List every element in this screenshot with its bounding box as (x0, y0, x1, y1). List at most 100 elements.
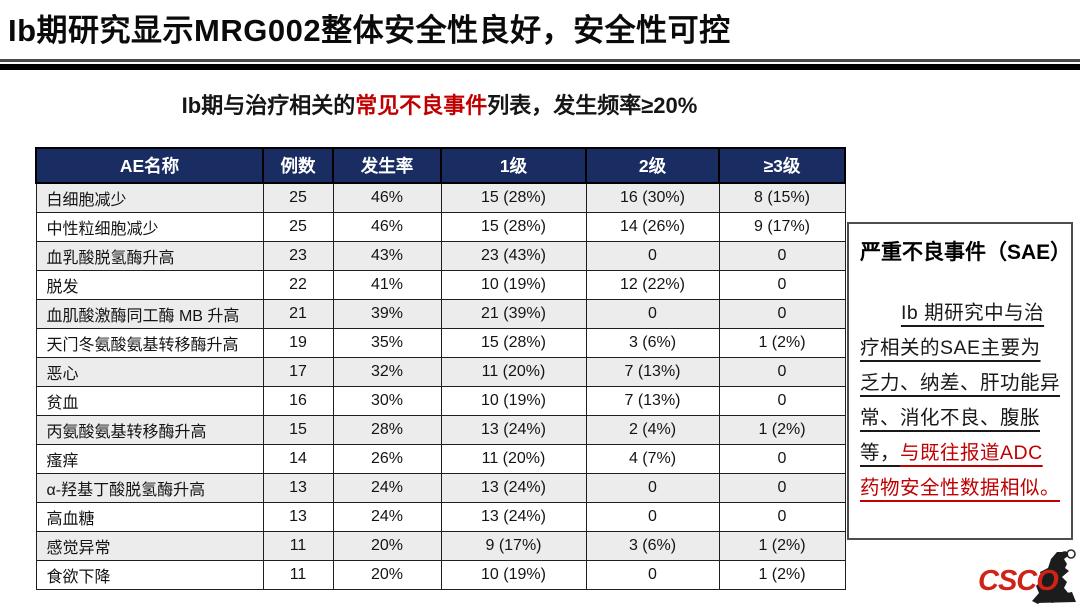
table-cell: 11 (262, 531, 334, 561)
table-cell: 11 (262, 560, 334, 590)
table-cell: 41% (332, 270, 442, 300)
table-cell: 13 (24%) (440, 415, 587, 445)
table-cell: 11 (20%) (440, 444, 587, 474)
table-cell: 3 (6%) (585, 328, 720, 358)
table-cell: 0 (718, 299, 846, 329)
subtitle-suffix: 列表，发生频率≥20% (487, 93, 698, 118)
slide-subtitle: Ib期与治疗相关的常见不良事件列表，发生频率≥20% (35, 88, 844, 120)
sae-box-text: Ib 期研究中与治疗相关的SAE主要为乏力、纳差、肝功能异常、消化不良、腹胀等，… (860, 296, 1060, 506)
column-header: AE名称 (35, 147, 264, 184)
table-row: 高血糖 13 24% 13 (24%) 0 0 (35, 502, 846, 532)
table-cell: 恶心 (35, 357, 264, 387)
table-cell: 17 (262, 357, 334, 387)
table-cell: 0 (718, 444, 846, 474)
table-cell: 血乳酸脱氢酶升高 (35, 241, 264, 271)
table-row: 瘙痒 14 26% 11 (20%) 4 (7%) 0 (35, 444, 846, 474)
table-cell: 食欲下降 (35, 560, 264, 590)
table-cell: 中性粒细胞减少 (35, 212, 264, 242)
table-cell: 1 (2%) (718, 531, 846, 561)
table-row: 恶心 17 32% 11 (20%) 7 (13%) 0 (35, 357, 846, 387)
table-cell: 15 (262, 415, 334, 445)
table-cell: 7 (13%) (585, 357, 720, 387)
table-cell: 14 (26%) (585, 212, 720, 242)
table-cell: 4 (7%) (585, 444, 720, 474)
title-divider (0, 59, 1080, 70)
table-row: 感觉异常 11 20% 9 (17%) 3 (6%) 1 (2%) (35, 531, 846, 561)
table-cell: 3 (6%) (585, 531, 720, 561)
table-cell: 1 (2%) (718, 560, 846, 590)
table-cell: 9 (17%) (440, 531, 587, 561)
sae-box: 严重不良事件（SAE） Ib 期研究中与治疗相关的SAE主要为乏力、纳差、肝功能… (847, 222, 1073, 540)
table-row: 血乳酸脱氢酶升高 23 43% 23 (43%) 0 0 (35, 241, 846, 271)
table-cell: 白细胞减少 (35, 182, 264, 213)
table-cell: 0 (718, 386, 846, 416)
column-header: 发生率 (332, 147, 442, 184)
table-row: 中性粒细胞减少 25 46% 15 (28%) 14 (26%) 9 (17%) (35, 212, 846, 242)
table-cell: 19 (262, 328, 334, 358)
table-cell: 10 (19%) (440, 560, 587, 590)
table-cell: 12 (22%) (585, 270, 720, 300)
table-cell: 感觉异常 (35, 531, 264, 561)
table-cell: 天门冬氨酸氨基转移酶升高 (35, 328, 264, 358)
table-cell: 9 (17%) (718, 212, 846, 242)
table-cell: 11 (20%) (440, 357, 587, 387)
table-cell: 23 (43%) (440, 241, 587, 271)
table-cell: 2 (4%) (585, 415, 720, 445)
table-row: 食欲下降 11 20% 10 (19%) 0 1 (2%) (35, 560, 846, 590)
table-cell: 瘙痒 (35, 444, 264, 474)
table-row: α-羟基丁酸脱氢酶升高 13 24% 13 (24%) 0 0 (35, 473, 846, 503)
sae-text-normal: Ib 期研究中与治疗相关的SAE主要为乏力、纳差、肝功能异常、消化不良、腹胀等， (860, 302, 1061, 464)
ae-table: AE名称 例数 发生率 1级 2级 ≥3级 白细胞减少 25 46% 15 (28%) 16 (3… (35, 147, 846, 590)
table-cell: 8 (15%) (718, 182, 846, 213)
table-cell: 15 (28%) (440, 212, 587, 242)
table-cell: 7 (13%) (585, 386, 720, 416)
table-cell: 贫血 (35, 386, 264, 416)
table-cell: 0 (718, 502, 846, 532)
table-cell: 10 (19%) (440, 386, 587, 416)
table-row: 贫血 16 30% 10 (19%) 7 (13%) 0 (35, 386, 846, 416)
table-cell: 16 (30%) (585, 182, 720, 213)
table-cell: 43% (332, 241, 442, 271)
table-cell: 24% (332, 502, 442, 532)
table-cell: 25 (262, 182, 334, 213)
table-cell: 13 (262, 473, 334, 503)
table-cell: 16 (262, 386, 334, 416)
table-cell: 21 (39%) (440, 299, 587, 329)
table-cell: 15 (28%) (440, 328, 587, 358)
table-cell: 0 (585, 560, 720, 590)
ae-table-header-row: AE名称 例数 发生率 1级 2级 ≥3级 (35, 147, 846, 184)
table-cell: 0 (585, 473, 720, 503)
table-row: 白细胞减少 25 46% 15 (28%) 16 (30%) 8 (15%) (35, 182, 846, 213)
ae-table-body: 白细胞减少 25 46% 15 (28%) 16 (30%) 8 (15%) 中性粒细胞减少… (35, 182, 846, 590)
table-cell: 0 (718, 241, 846, 271)
sae-text-highlight: 与既往报道ADC药物安全性数据相似。 (860, 442, 1061, 499)
table-cell: 23 (262, 241, 334, 271)
table-cell: 14 (262, 444, 334, 474)
table-cell: 1 (2%) (718, 328, 846, 358)
table-cell: 28% (332, 415, 442, 445)
table-cell: 13 (24%) (440, 473, 587, 503)
table-cell: 32% (332, 357, 442, 387)
table-cell: α-羟基丁酸脱氢酶升高 (35, 473, 264, 503)
table-cell: 24% (332, 473, 442, 503)
table-cell: 0 (585, 299, 720, 329)
table-cell: 13 (262, 502, 334, 532)
table-cell: 46% (332, 212, 442, 242)
column-header: ≥3级 (718, 147, 846, 184)
table-cell: 脱发 (35, 270, 264, 300)
table-cell: 1 (2%) (718, 415, 846, 445)
page-title: Ib期研究显示MRG002整体安全性良好，安全性可控 (8, 13, 731, 48)
table-cell: 20% (332, 560, 442, 590)
csco-logo: CSCO (978, 548, 1078, 604)
table-cell: 26% (332, 444, 442, 474)
column-header: 2级 (585, 147, 720, 184)
table-cell: 35% (332, 328, 442, 358)
table-row: 脱发 22 41% 10 (19%) 12 (22%) 0 (35, 270, 846, 300)
table-cell: 0 (718, 473, 846, 503)
table-cell: 0 (585, 502, 720, 532)
table-row: 丙氨酸氨基转移酶升高 15 28% 13 (24%) 2 (4%) 1 (2%) (35, 415, 846, 445)
table-cell: 0 (585, 241, 720, 271)
table-row: 天门冬氨酸氨基转移酶升高 19 35% 15 (28%) 3 (6%) 1 (2%) (35, 328, 846, 358)
table-cell: 血肌酸激酶同工酶 MB 升高 (35, 299, 264, 329)
column-header: 例数 (262, 147, 334, 184)
